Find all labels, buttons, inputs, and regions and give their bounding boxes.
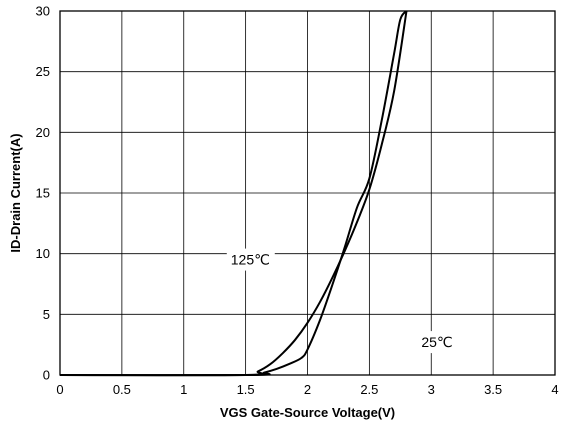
y-tick-labels: 0 5 10 15 20 25 30 — [36, 4, 50, 383]
x-tick-label: 3 — [428, 382, 435, 397]
x-tick-label: 0 — [56, 382, 63, 397]
y-tick-label: 5 — [43, 307, 50, 322]
x-tick-label: 0.5 — [113, 382, 131, 397]
y-tick-label: 10 — [36, 246, 50, 261]
grid — [59, 10, 556, 376]
x-tick-labels: 0 0.5 1 1.5 2 2.5 3 3.5 4 — [56, 382, 558, 397]
x-tick-label: 4 — [551, 382, 558, 397]
x-tick-label: 3.5 — [484, 382, 502, 397]
y-axis-title: ID-Drain Current(A) — [8, 133, 23, 252]
x-tick-label: 1.5 — [237, 382, 255, 397]
series-annotation: 125℃ — [231, 252, 270, 268]
series-layer — [59, 10, 408, 377]
x-tick-label: 2 — [304, 382, 311, 397]
annotation-background — [417, 331, 466, 354]
series-line-0 — [59, 10, 408, 377]
series-annotation: 25℃ — [421, 334, 452, 350]
x-tick-label: 1 — [180, 382, 187, 397]
y-tick-label: 30 — [36, 4, 50, 19]
y-tick-label: 25 — [36, 64, 50, 79]
x-tick-label: 2.5 — [360, 382, 378, 397]
annotation-background — [226, 248, 275, 271]
y-tick-label: 0 — [43, 368, 50, 383]
annotations: 125℃ 25℃ — [226, 248, 466, 354]
plot-frame — [59, 10, 556, 376]
x-axis-title: VGS Gate-Source Voltage(V) — [220, 405, 395, 420]
y-tick-label: 20 — [36, 125, 50, 140]
y-tick-label: 15 — [36, 186, 50, 201]
series-line-1 — [59, 10, 408, 377]
